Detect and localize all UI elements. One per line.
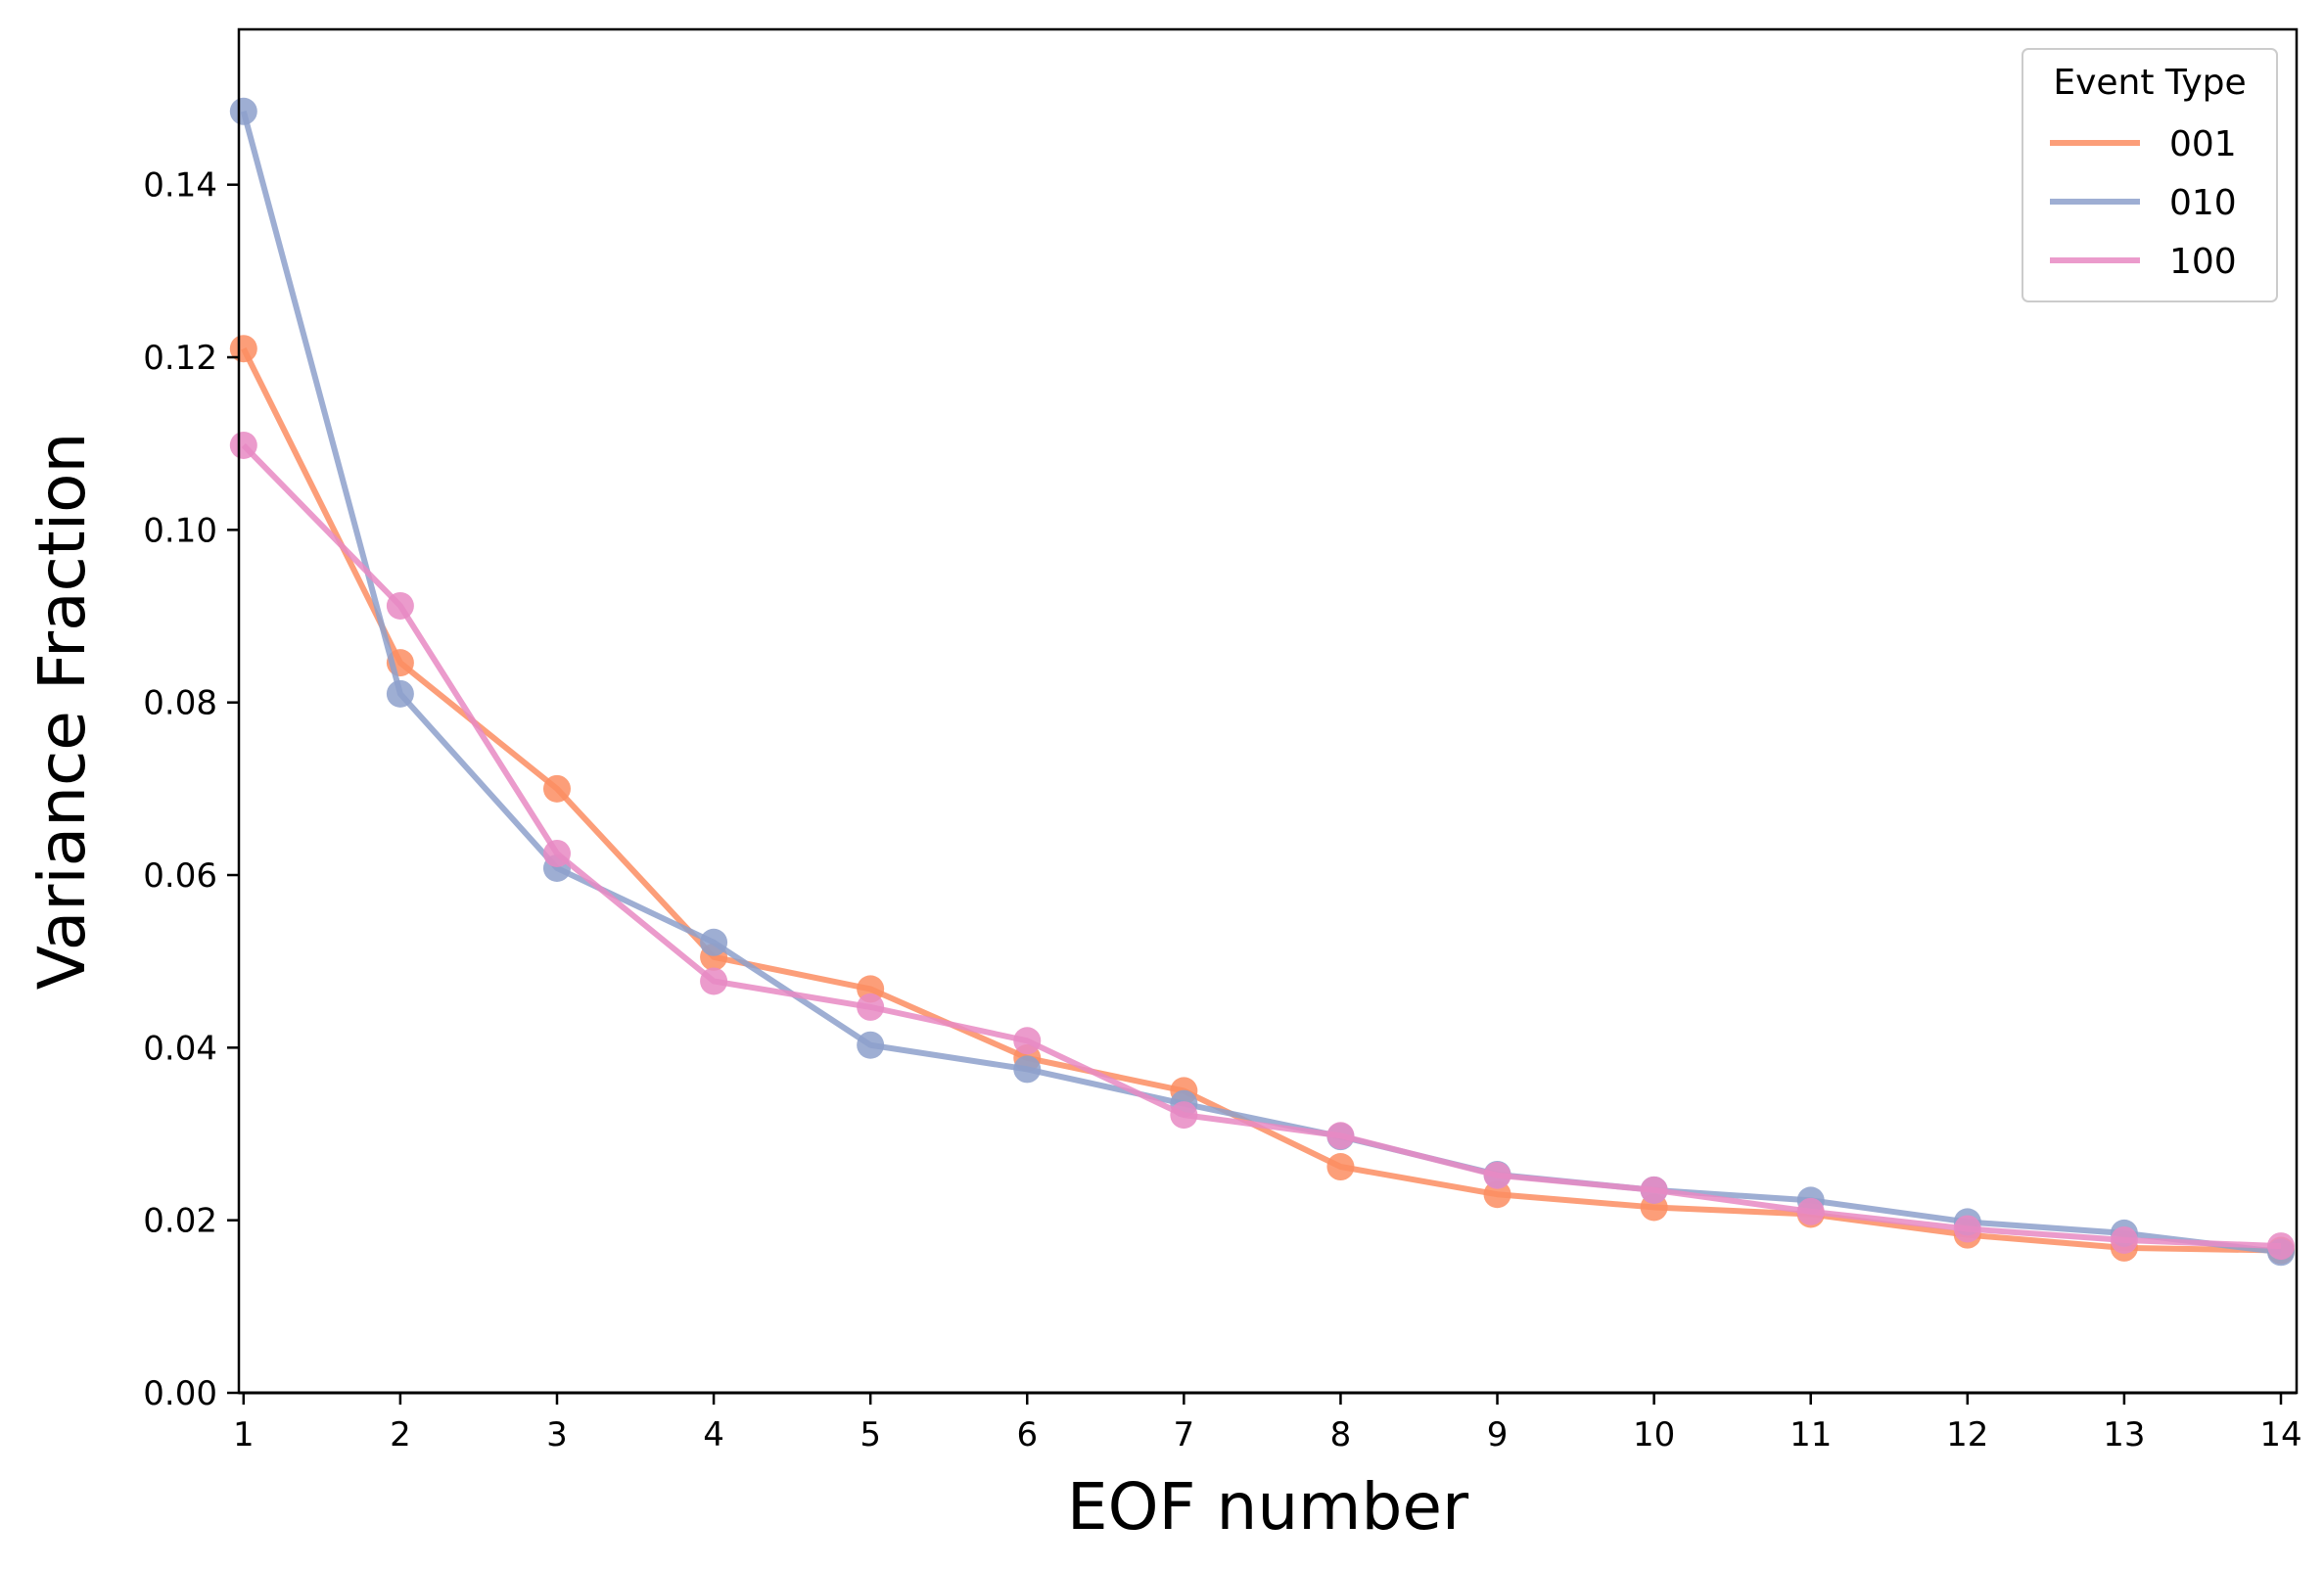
x-axis-title: EOF number: [1067, 1469, 1469, 1545]
x-tick-label: 10: [1633, 1415, 1675, 1455]
legend-box: [2022, 48, 2278, 302]
legend-label: 100: [2169, 242, 2237, 282]
data-point-100-12: [1953, 1215, 1981, 1243]
x-tick-label: 2: [390, 1415, 411, 1455]
legend-label: 001: [2169, 124, 2237, 164]
data-point-100-13: [2110, 1225, 2138, 1254]
x-tick-label: 1: [233, 1415, 255, 1455]
data-point-100-9: [1483, 1161, 1511, 1189]
x-tick-label: 6: [1016, 1415, 1038, 1455]
data-point-010-5: [857, 1031, 885, 1059]
data-point-100-6: [1013, 1027, 1042, 1055]
x-tick-label: 13: [2103, 1415, 2145, 1455]
series-line-001: [241, 346, 2282, 1254]
data-point-010-4: [700, 928, 728, 956]
plot-frame: [237, 27, 2299, 1395]
legend: Event Type 001 010 100: [2022, 48, 2278, 302]
data-point-001-1: [229, 335, 257, 363]
data-point-001-8: [1326, 1153, 1355, 1181]
x-tick-label: 11: [1789, 1415, 1832, 1455]
y-tick-label: 0.04: [143, 1029, 217, 1068]
legend-label: 010: [2169, 183, 2237, 223]
data-point-100-14: [2266, 1232, 2295, 1261]
series-line-100: [241, 442, 2282, 1250]
data-point-010-1: [229, 97, 257, 125]
legend-title: Event Type: [2053, 63, 2246, 103]
data-point-010-2: [386, 679, 414, 708]
data-point-100-1: [229, 431, 257, 459]
x-tick-label: 14: [2259, 1415, 2301, 1455]
y-tick-label: 0.02: [143, 1202, 217, 1241]
data-point-100-2: [386, 591, 414, 620]
data-point-100-5: [857, 993, 885, 1021]
y-tick-label: 0.06: [143, 856, 217, 896]
data-point-001-9: [1483, 1180, 1511, 1209]
x-tick-label: 7: [1174, 1415, 1195, 1455]
data-point-100-11: [1796, 1197, 1825, 1225]
data-point-001-3: [542, 774, 571, 803]
x-tick-label: 4: [703, 1415, 724, 1455]
y-tick-label: 0.12: [143, 339, 217, 378]
x-tick-label: 8: [1330, 1415, 1352, 1455]
data-point-100-7: [1170, 1101, 1198, 1130]
y-tick-label: 0.10: [143, 511, 217, 550]
data-point-010-6: [1013, 1055, 1042, 1084]
data-point-100-4: [700, 967, 728, 995]
x-tick-label: 3: [546, 1415, 568, 1455]
data-point-100-3: [542, 839, 571, 867]
plot-area: [229, 97, 2295, 1267]
y-tick-label: 0.14: [143, 166, 217, 206]
data-point-100-10: [1640, 1176, 1668, 1204]
data-point-100-8: [1326, 1122, 1355, 1150]
x-tick-label: 9: [1487, 1415, 1509, 1455]
x-tick-label: 5: [860, 1415, 881, 1455]
axes: 1 2 3 4 5 6 7 8 9 10 11 12 13 140.000.020.040.060.080…: [143, 27, 2302, 1455]
series-line-010: [240, 110, 2282, 1256]
legend-items: 001 010 100: [2050, 124, 2237, 282]
x-tick-label: 12: [1946, 1415, 1988, 1455]
y-axis-title: Variance Fraction: [24, 433, 100, 991]
y-tick-label: 0.08: [143, 684, 217, 723]
y-tick-label: 0.00: [143, 1374, 217, 1413]
